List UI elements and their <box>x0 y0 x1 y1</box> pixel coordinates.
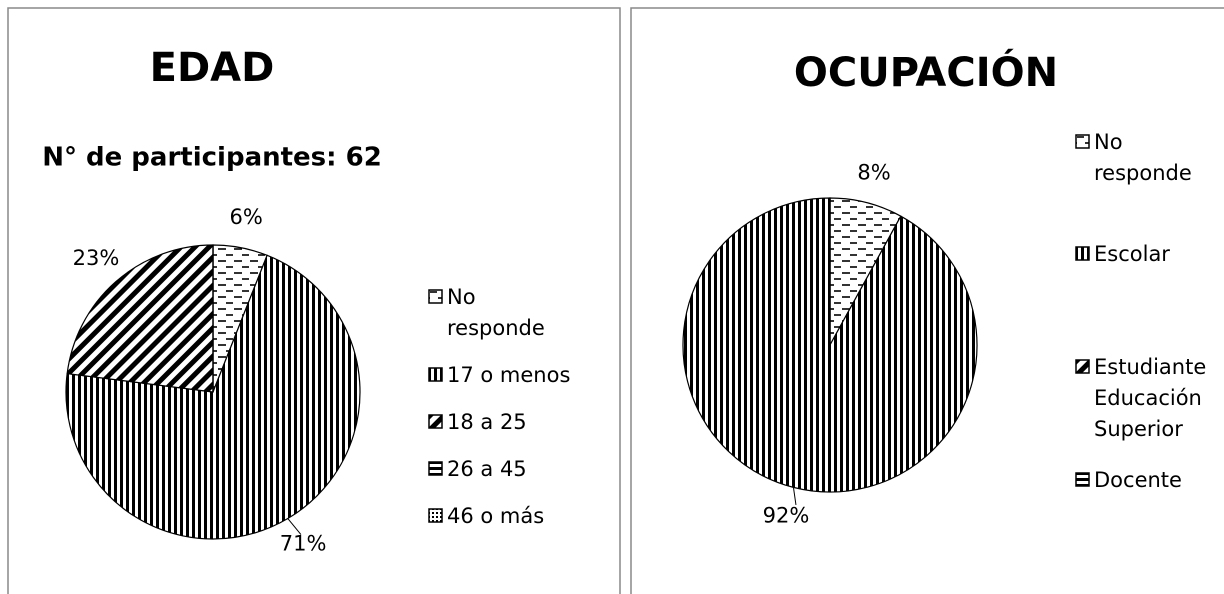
data-label: 6% <box>230 205 263 229</box>
legend-item: 18 a 25 <box>428 407 574 438</box>
legend-item: 26 a 45 <box>428 454 574 485</box>
legend-swatch <box>428 508 443 523</box>
chart-title: EDAD <box>150 45 275 91</box>
data-label: 8% <box>857 161 890 185</box>
chart-title: OCUPACIÓN <box>794 48 1058 96</box>
legend-swatch <box>1075 472 1090 487</box>
legend-label: No responde <box>447 285 545 340</box>
legend-swatch <box>1075 359 1090 374</box>
legend-swatch <box>428 414 443 429</box>
chart-subtitle: N° de participantes: 62 <box>42 143 382 173</box>
legend-swatch <box>428 367 443 382</box>
legend-label: Docente <box>1094 468 1182 492</box>
data-label: 92% <box>763 503 810 527</box>
swatch <box>428 508 443 523</box>
legend-swatch <box>428 289 443 304</box>
legend: No responde 17 o menos 18 a 25 26 a 45 46 o … <box>428 282 574 548</box>
swatch <box>1075 472 1090 487</box>
legend-swatch <box>1075 246 1090 261</box>
leader-line <box>792 487 797 506</box>
chart-frame <box>7 7 621 594</box>
legend-item: No responde <box>1075 127 1221 189</box>
legend-label: No responde <box>1094 130 1192 185</box>
legend-label: Escolar <box>1094 242 1170 266</box>
legend-label: 26 a 45 <box>447 457 527 481</box>
pie-slice <box>65 254 361 540</box>
swatch <box>1075 134 1090 149</box>
legend-item: Docente <box>1075 465 1221 496</box>
swatch <box>428 367 443 382</box>
swatch <box>1075 246 1090 261</box>
legend-swatch <box>1075 134 1090 149</box>
data-label: 23% <box>73 246 120 270</box>
legend-item: Estudiante Educación Superior <box>1075 352 1221 445</box>
swatch <box>1075 359 1090 374</box>
swatch <box>428 461 443 476</box>
chart-frame <box>630 7 1224 594</box>
swatch <box>428 289 443 304</box>
legend-label: 46 o más <box>447 504 545 528</box>
data-label: 71% <box>280 531 327 555</box>
legend-item: 17 o menos <box>428 360 574 391</box>
legend-label: 18 a 25 <box>447 410 527 434</box>
legend-swatch <box>428 461 443 476</box>
leader-line <box>287 518 302 535</box>
pie-slice <box>66 244 214 393</box>
swatch <box>428 414 443 429</box>
legend-item: Escolar <box>1075 239 1221 270</box>
legend-item: 46 o más <box>428 501 574 532</box>
legend-label: Estudiante Educación Superior <box>1094 355 1207 441</box>
legend-item: No responde <box>428 282 574 344</box>
legend-label: 17 o menos <box>447 363 571 387</box>
